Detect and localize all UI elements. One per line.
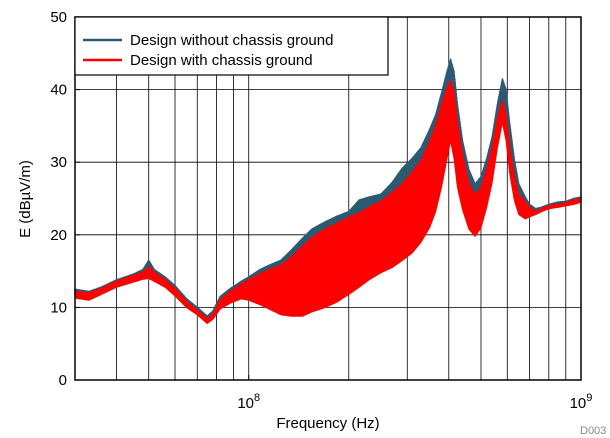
y-tick-label: 30 [50, 154, 67, 171]
legend: Design without chassis ground Design wit… [74, 16, 389, 76]
legend-label-with-ground: Design with chassis ground [130, 52, 313, 69]
series-layer [74, 58, 582, 324]
series-line-with-ground [74, 80, 582, 324]
x-tick-label: 109 [570, 392, 593, 412]
y-axis-title: E (dBµV/m) [17, 160, 34, 238]
x-tick-label: 108 [237, 392, 260, 412]
y-tick-label: 0 [59, 372, 67, 389]
y-tick-labels: 0 10 20 30 40 50 [50, 9, 67, 389]
y-tick-label: 20 [50, 227, 67, 244]
y-tick-label: 10 [50, 299, 67, 316]
figure-id: D003 [580, 425, 606, 437]
y-tick-label: 40 [50, 82, 67, 99]
legend-label-without-ground: Design without chassis ground [130, 32, 333, 49]
legend-box [74, 16, 389, 76]
x-axis-title: Frequency (Hz) [276, 415, 379, 432]
y-tick-label: 50 [50, 9, 67, 26]
x-tick-labels: 108 109 [237, 392, 592, 412]
